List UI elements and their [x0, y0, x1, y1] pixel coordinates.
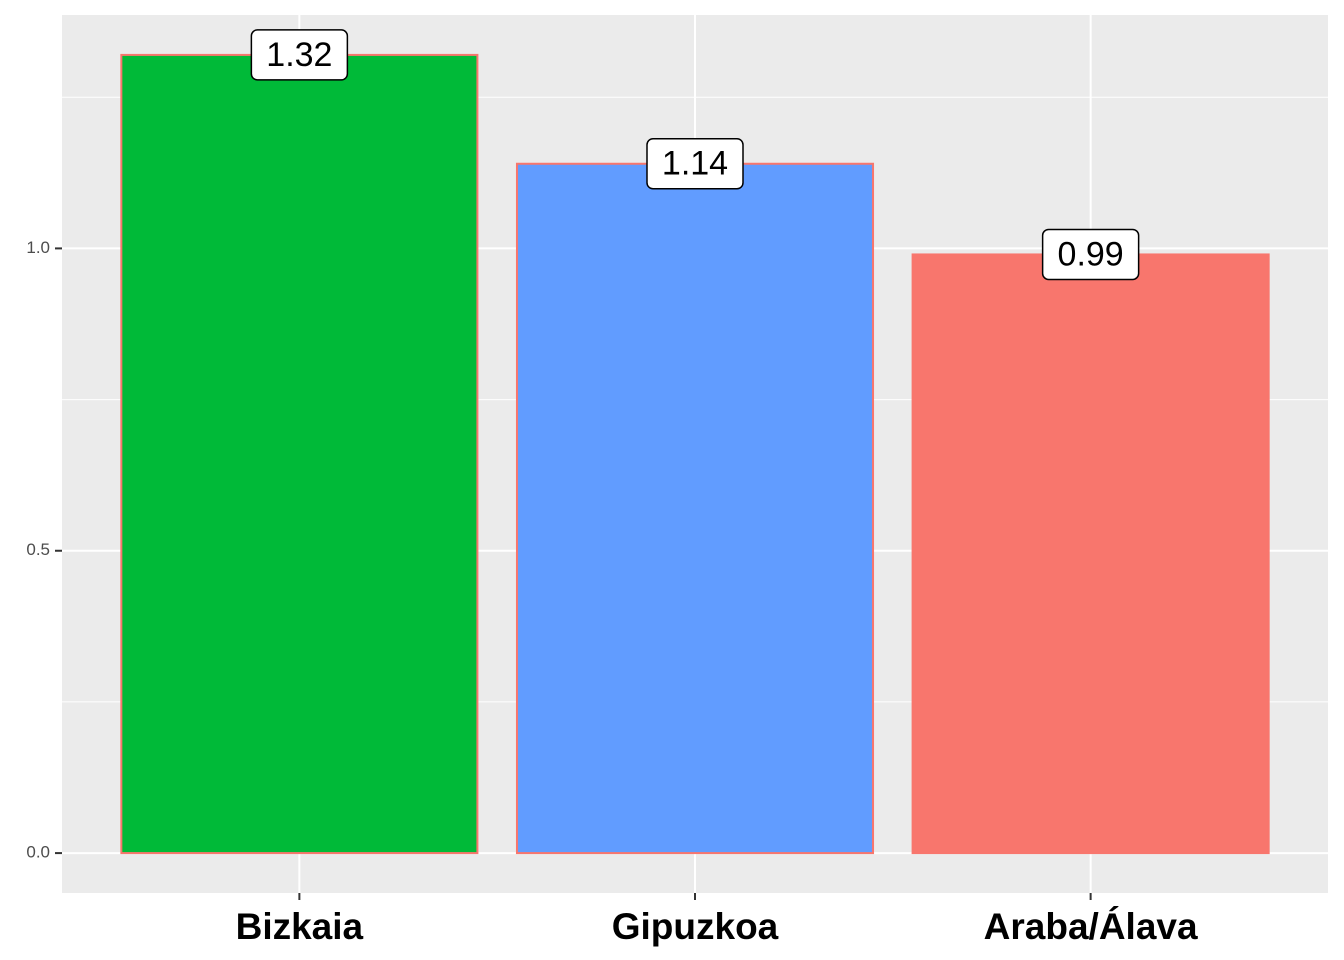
x-tick-label: Araba/Álava: [984, 906, 1198, 947]
x-tick-label: Gipuzkoa: [612, 906, 779, 947]
value-label-box: [250, 29, 349, 81]
value-label: 1.32: [266, 36, 332, 74]
y-tick-label: 1.0: [26, 238, 50, 257]
value-label-box: [646, 138, 744, 190]
y-tick-label: 0.0: [26, 843, 50, 862]
value-label: 1.14: [662, 145, 728, 183]
bar: [120, 53, 479, 855]
bar: [911, 253, 1270, 855]
bar: [515, 162, 875, 855]
value-label: 0.99: [1058, 235, 1124, 273]
y-tick-label: 0.5: [26, 540, 50, 559]
x-tick-label: Bizkaia: [236, 906, 364, 947]
value-label-box: [1041, 228, 1140, 281]
